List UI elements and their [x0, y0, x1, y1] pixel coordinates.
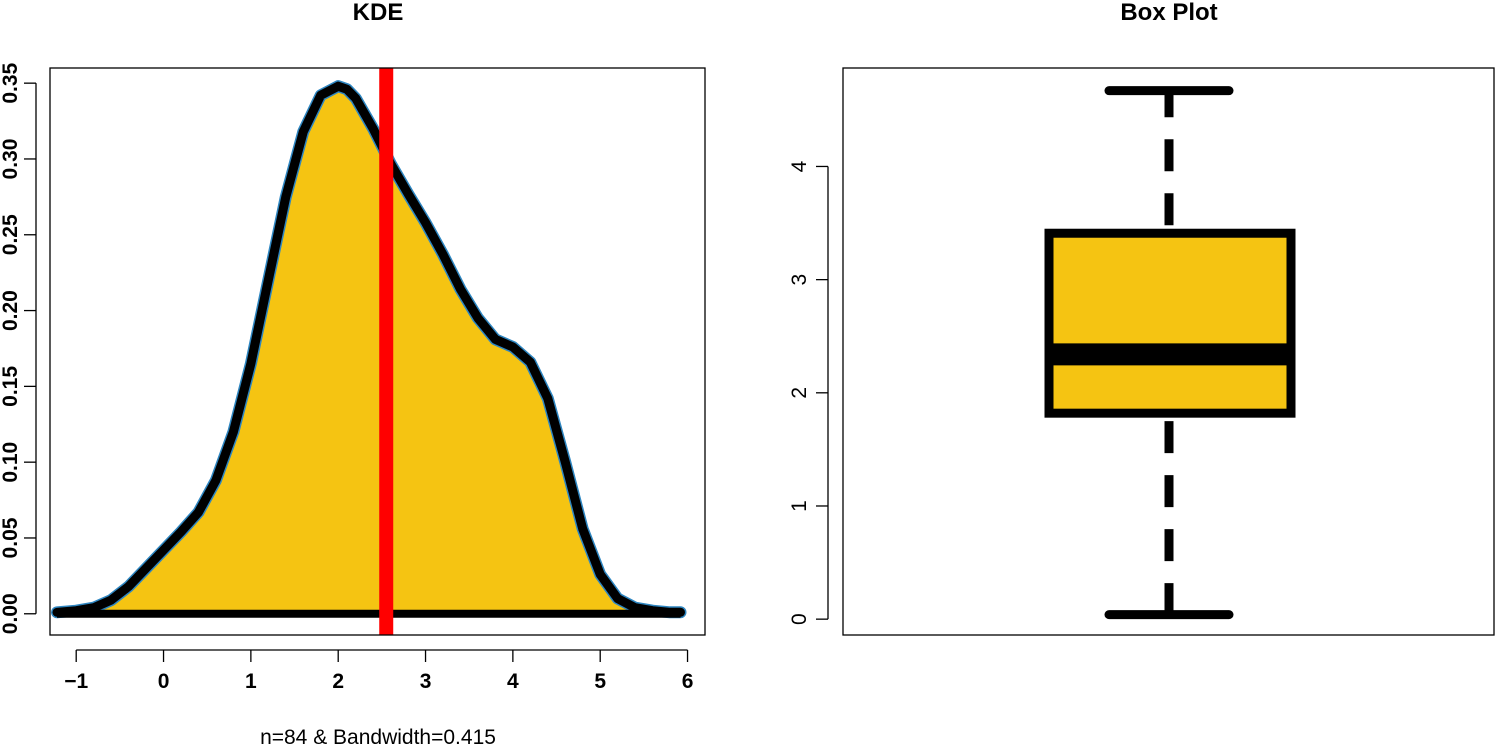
kde-panel: KDE −1 0 1 2 3 4 5 6 0.000.050.100.150.200.250.…: [0, 0, 706, 746]
kde-y-tick-label: 0.25: [0, 214, 22, 255]
kde-x-tick-label: 3: [420, 670, 432, 693]
box-plot-area: [1044, 86, 1296, 620]
kde-x-tick-label: −1: [64, 670, 88, 693]
kde-density-line: [52, 81, 685, 617]
kde-x-tick-label: 1: [245, 670, 257, 693]
kde-y-tick-label: 0.20: [0, 290, 22, 331]
box-y-axis: 0 1 2 3 4: [788, 160, 829, 625]
kde-y-tick-label: 0.10: [0, 442, 22, 483]
kde-y-tick-label: 0.15: [0, 366, 22, 407]
box-panel: Box Plot 0 1 2 3 4: [788, 0, 1495, 636]
kde-plot-area: [51, 68, 687, 635]
kde-x-tick-label: 4: [507, 670, 519, 693]
kde-x-label: n=84 & Bandwidth=0.415: [260, 726, 496, 746]
box-y-tick-label: 4: [788, 160, 811, 172]
box-y-tick-label: 2: [788, 387, 811, 399]
kde-x-axis: −1 0 1 2 3 4 5 6: [64, 649, 694, 693]
box-y-tick-label: 0: [788, 613, 811, 625]
kde-x-tick-label: 5: [594, 670, 606, 693]
kde-y-tick-label: 0.30: [0, 139, 22, 180]
kde-y-axis: 0.00 0.05 0.10 0.15 0.20 0.25 0.30 0.35: [0, 62, 37, 634]
kde-fill-area: [57, 86, 681, 614]
kde-x-tick-label: 6: [682, 670, 694, 693]
box-y-tick-label: 3: [788, 274, 811, 286]
kde-x-tick-label: 2: [332, 670, 344, 693]
kde-frame: [49, 67, 706, 636]
kde-x-tick-label: 0: [158, 670, 170, 693]
box-title: Box Plot: [1120, 0, 1217, 26]
box-frame: [842, 67, 1495, 636]
kde-y-tick-label: 0.00: [0, 593, 22, 634]
kde-y-tick-label: 0.35: [0, 62, 22, 103]
box-y-tick-label: 1: [788, 500, 811, 512]
kde-y-tick-label: 0.05: [0, 517, 22, 558]
kde-title: KDE: [353, 0, 404, 26]
box-iqr-rect: [1044, 228, 1296, 418]
